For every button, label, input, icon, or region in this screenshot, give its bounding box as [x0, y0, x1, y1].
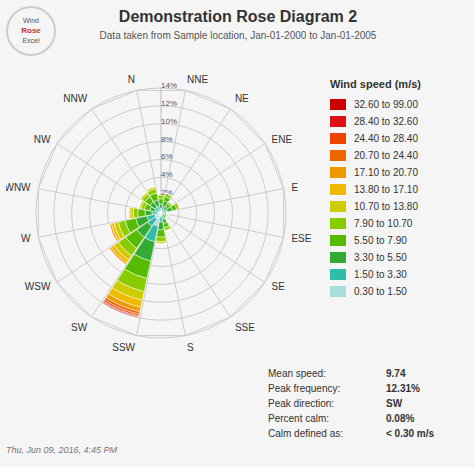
svg-text:WNW: WNW [8, 182, 31, 193]
html-text:5.50 to 7.90: 5.50 to 7.90 [354, 235, 407, 246]
html-text:Data taken from Sample locatio: Data taken from Sample location, Jan-01-… [99, 30, 377, 41]
html-text:13.80 to 17.10: 13.80 to 17.10 [354, 184, 418, 195]
svg-text:NNE: NNE [187, 74, 208, 85]
html-text:Wind: Wind [23, 17, 39, 24]
html-text:Mean speed:: Mean speed: [268, 368, 326, 379]
svg-text:ESE: ESE [291, 233, 311, 244]
html-text:7.90 to 10.70: 7.90 to 10.70 [354, 218, 413, 229]
svg-text:6%: 6% [161, 152, 173, 161]
svg-text:8%: 8% [161, 135, 173, 144]
html-text:Demonstration Rose Diagram 2: Demonstration Rose Diagram 2 [118, 8, 358, 25]
svg-text:12%: 12% [161, 99, 177, 108]
html-text:0.08%: 0.08% [386, 413, 415, 424]
html-text:28.40 to 32.60: 28.40 to 32.60 [354, 116, 418, 127]
html-text:20.70 to 24.40: 20.70 to 24.40 [354, 150, 418, 161]
html-text:Thu, Jun 09, 2016, 4:45 PM: Thu, Jun 09, 2016, 4:45 PM [6, 445, 118, 455]
svg-text:SSW: SSW [112, 342, 135, 353]
html-text:Peak frequency:: Peak frequency: [268, 383, 341, 394]
html-text:< 0.30 m/s: < 0.30 m/s [386, 428, 435, 439]
svg-text:E: E [291, 182, 298, 193]
html-text:0.30 to 1.50: 0.30 to 1.50 [354, 286, 407, 297]
html-text:Excel: Excel [22, 37, 40, 44]
svg-text:SE: SE [272, 281, 286, 292]
svg-text:WSW: WSW [25, 281, 51, 292]
svg-text:2%: 2% [161, 188, 173, 197]
svg-text:4%: 4% [161, 170, 173, 179]
html-text:Rose: Rose [21, 26, 41, 35]
svg-text:NW: NW [34, 134, 51, 145]
html-text:10.70 to 13.80: 10.70 to 13.80 [354, 201, 418, 212]
svg-text:ENE: ENE [272, 134, 293, 145]
html-text:SW: SW [386, 398, 403, 409]
html-text:9.74: 9.74 [386, 368, 406, 379]
svg-text:S: S [187, 342, 194, 353]
html-text:32.60 to 99.00: 32.60 to 99.00 [354, 99, 418, 110]
html-text:17.10 to 20.70: 17.10 to 20.70 [354, 167, 418, 178]
html-text:Peak direction:: Peak direction: [268, 398, 335, 409]
svg-text:14%: 14% [161, 81, 177, 90]
html-text:Calm defined as:: Calm defined as: [268, 428, 343, 439]
svg-text:N: N [128, 74, 135, 85]
html-text:Percent calm:: Percent calm: [268, 413, 330, 424]
svg-text:NE: NE [235, 93, 249, 104]
html-text:3.30 to 5.50: 3.30 to 5.50 [354, 252, 407, 263]
svg-text:SSE: SSE [235, 322, 255, 333]
html-text:1.50 to 3.30: 1.50 to 3.30 [354, 269, 407, 280]
html-text:24.40 to 28.40: 24.40 to 28.40 [354, 133, 418, 144]
html-text:Wind speed (m/s): Wind speed (m/s) [330, 78, 421, 90]
svg-text:W: W [21, 233, 31, 244]
svg-text:10%: 10% [161, 117, 177, 126]
html-text:12.31%: 12.31% [386, 383, 420, 394]
svg-text:NNW: NNW [63, 93, 87, 104]
svg-text:SW: SW [71, 322, 88, 333]
